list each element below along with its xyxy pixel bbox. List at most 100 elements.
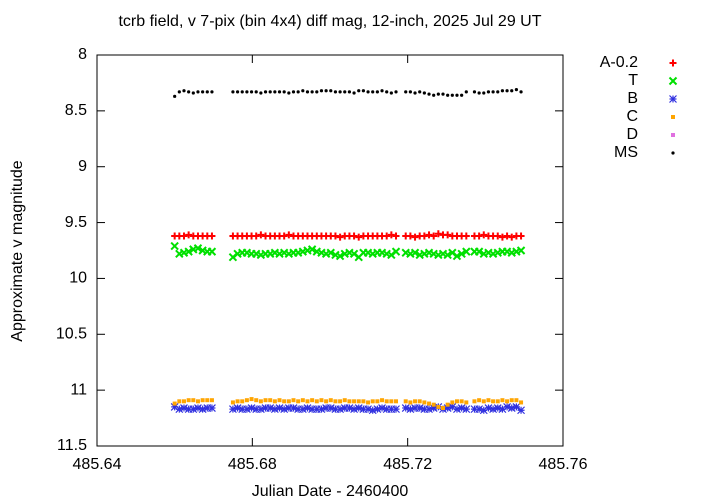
data-point <box>411 233 419 241</box>
data-point <box>210 90 214 94</box>
y-axis-label: Approximate v magnitude <box>9 160 26 342</box>
data-point <box>361 399 366 404</box>
data-point <box>394 90 398 94</box>
data-point <box>448 402 457 411</box>
data-point <box>280 232 288 240</box>
y-tick-label: 11.5 <box>57 437 87 454</box>
data-point <box>373 405 382 414</box>
data-point <box>391 247 401 256</box>
data-point <box>475 232 483 240</box>
y-tick-label: 9.5 <box>65 214 87 231</box>
y-tick-label: 8 <box>78 46 87 63</box>
data-point <box>505 89 509 93</box>
data-point <box>268 398 273 403</box>
data-point <box>441 92 445 96</box>
data-point <box>263 398 268 403</box>
data-point <box>322 404 331 412</box>
legend-marker <box>668 76 678 86</box>
data-point <box>235 90 240 94</box>
data-point <box>436 404 441 409</box>
legend-label: D <box>626 126 638 143</box>
data-point <box>328 398 333 403</box>
x-axis-label: Julian Date - 2460400 <box>252 483 409 500</box>
data-point <box>434 230 442 238</box>
data-point <box>230 400 235 405</box>
data-point <box>503 232 511 240</box>
data-point <box>347 399 352 404</box>
data-point <box>474 247 484 256</box>
data-point <box>366 400 371 405</box>
data-point <box>431 402 436 407</box>
legend-label: MS <box>614 144 638 161</box>
data-point <box>291 398 296 403</box>
data-point <box>263 90 268 94</box>
data-point <box>233 404 242 412</box>
data-point <box>514 398 519 403</box>
data-point <box>238 405 247 414</box>
data-point <box>514 88 519 92</box>
data-point <box>291 90 296 94</box>
data-point <box>494 232 502 240</box>
legend-marker <box>671 115 675 119</box>
data-point <box>345 404 354 412</box>
data-point <box>422 91 426 95</box>
data-point <box>491 399 496 404</box>
data-point <box>368 406 377 415</box>
x-tick-label: 485.72 <box>383 456 432 473</box>
data-point <box>208 232 216 240</box>
data-point <box>277 398 282 403</box>
data-point <box>326 248 335 257</box>
data-point <box>355 233 363 241</box>
plot-frame <box>96 54 564 447</box>
data-point <box>443 404 452 412</box>
data-point <box>464 400 469 405</box>
data-point <box>247 404 256 412</box>
data-point <box>319 89 324 93</box>
data-point <box>203 404 212 412</box>
data-point <box>359 405 368 414</box>
data-point <box>410 248 420 257</box>
data-point <box>382 405 391 414</box>
data-point <box>453 405 461 414</box>
data-point <box>392 405 400 414</box>
data-point <box>427 92 431 96</box>
data-point <box>185 231 193 239</box>
data-point <box>406 405 415 414</box>
data-point <box>408 90 412 94</box>
data-point <box>406 232 414 240</box>
data-point <box>324 89 328 93</box>
data-point <box>335 251 345 261</box>
data-point <box>270 405 279 414</box>
data-point <box>175 405 184 414</box>
data-point <box>430 232 438 240</box>
data-point <box>254 398 259 403</box>
data-point <box>354 404 363 412</box>
data-point <box>477 398 482 403</box>
data-point <box>312 405 321 414</box>
data-point <box>275 404 284 412</box>
data-point <box>482 91 486 95</box>
data-point <box>287 91 291 95</box>
data-point <box>462 247 471 256</box>
data-point <box>310 90 314 94</box>
data-point <box>298 405 307 414</box>
data-point <box>460 93 464 97</box>
data-point <box>404 90 408 94</box>
data-point <box>496 90 500 94</box>
data-point <box>182 89 186 93</box>
data-point <box>336 233 344 241</box>
data-point <box>436 92 440 96</box>
data-point <box>489 405 498 414</box>
x-tick-label: 485.64 <box>73 456 122 473</box>
data-point <box>191 398 196 403</box>
data-point <box>361 89 365 93</box>
data-point <box>289 404 298 412</box>
data-point <box>429 404 438 412</box>
data-point <box>340 404 349 412</box>
data-point <box>272 399 277 404</box>
data-point <box>195 399 200 404</box>
data-point <box>256 405 265 414</box>
data-point <box>228 405 237 414</box>
data-point <box>280 405 289 414</box>
data-point <box>507 404 516 412</box>
